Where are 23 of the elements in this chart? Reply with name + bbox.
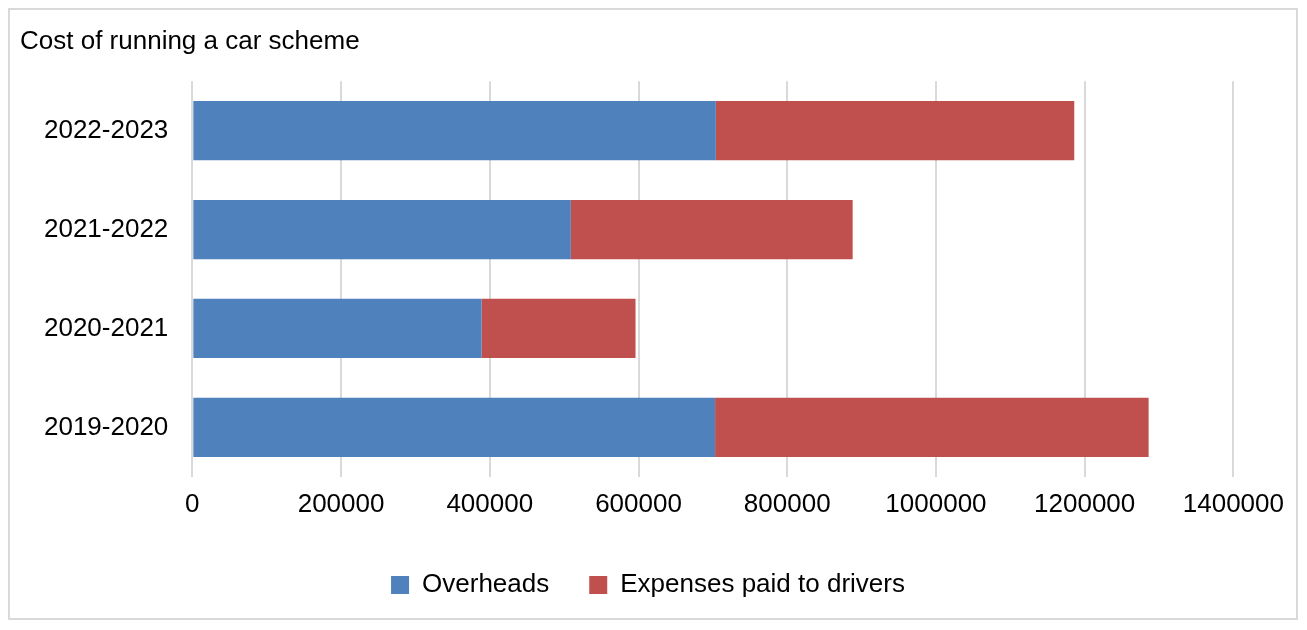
x-tick-label: 0: [185, 487, 200, 518]
x-tick-label: 1400000: [1182, 487, 1285, 518]
legend-label: Expenses paid to drivers: [620, 568, 905, 599]
y-tick-label: 2021-2022: [43, 212, 169, 243]
x-tick-label: 400000: [446, 487, 534, 518]
bar: [570, 199, 853, 260]
y-tick-label: 2020-2021: [43, 311, 169, 342]
x-tick-label: 1200000: [1034, 487, 1136, 518]
bar: [193, 298, 482, 359]
chart-title: Cost of running a car scheme: [20, 24, 360, 55]
bar: [715, 397, 1149, 458]
y-tick-label: 2022-2023: [43, 113, 169, 144]
x-tick-label: 600000: [595, 487, 682, 518]
bar: [715, 100, 1075, 161]
y-tick-label: 2019-2020: [43, 410, 169, 441]
legend-label: Overheads: [422, 568, 550, 599]
x-tick-label: 1000000: [885, 487, 987, 518]
bar: [193, 397, 716, 458]
bar: [193, 199, 571, 260]
bar: [193, 100, 716, 161]
x-tick-label: 800000: [743, 487, 831, 518]
bar: [481, 298, 636, 359]
x-tick-label: 200000: [297, 487, 385, 518]
